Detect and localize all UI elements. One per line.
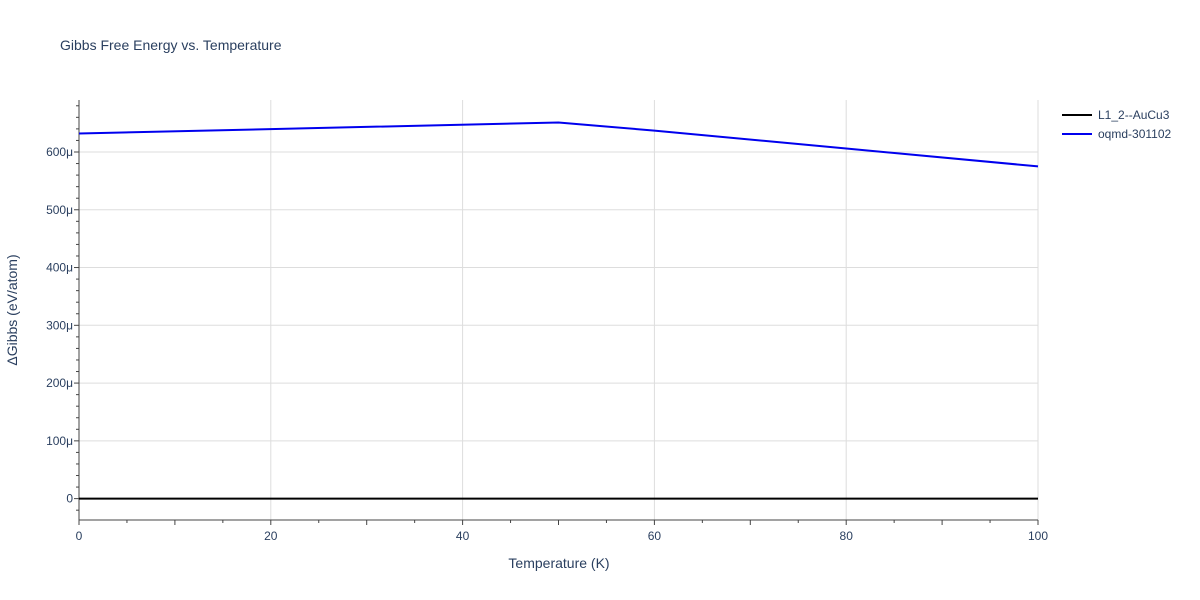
legend[interactable]: L1_2--AuCu3 oqmd-301102 <box>1062 108 1171 141</box>
x-tick-label: 60 <box>648 529 662 543</box>
y-tick-label: 300μ <box>46 318 73 332</box>
y-tick-label: 100μ <box>46 434 73 448</box>
axes: 0 20 40 60 80 100 0 100μ 200μ 300μ 400μ 500μ 600μ <box>46 100 1048 543</box>
x-axis-title: Temperature (K) <box>508 555 609 571</box>
x-tick-label: 80 <box>840 529 854 543</box>
x-tick-label: 0 <box>76 529 83 543</box>
plot-area <box>78 121 1039 500</box>
y-tick-label: 600μ <box>46 145 73 159</box>
y-tick-label: 400μ <box>46 261 73 275</box>
y-tick-label: 0 <box>66 492 73 506</box>
x-tick-label: 40 <box>456 529 470 543</box>
grid <box>79 100 1039 520</box>
legend-label: L1_2--AuCu3 <box>1098 108 1170 122</box>
y-axis-title: ΔGibbs (eV/atom) <box>4 254 20 365</box>
y-tick-label: 200μ <box>46 376 73 390</box>
series-line-1 <box>78 121 1039 168</box>
x-tick-label: 20 <box>264 529 278 543</box>
legend-item-0[interactable]: L1_2--AuCu3 <box>1062 108 1170 122</box>
legend-item-1[interactable]: oqmd-301102 <box>1062 127 1171 141</box>
chart-title: Gibbs Free Energy vs. Temperature <box>60 37 282 53</box>
x-tick-label: 100 <box>1028 529 1048 543</box>
y-tick-label: 500μ <box>46 203 73 217</box>
legend-label: oqmd-301102 <box>1098 127 1171 141</box>
